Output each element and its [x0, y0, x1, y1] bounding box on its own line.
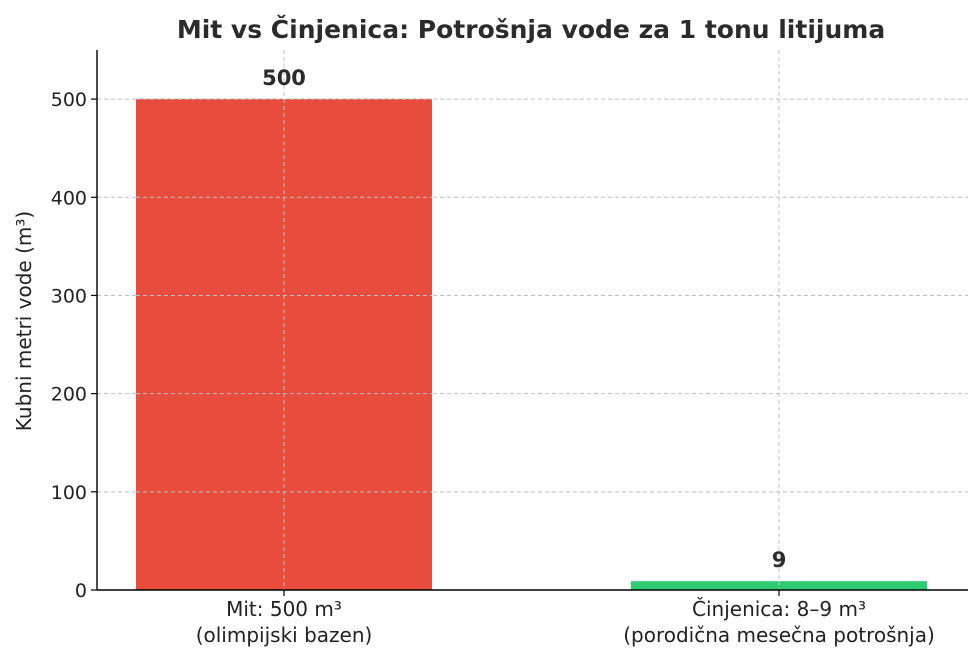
y-tick-label: 300 — [51, 285, 87, 307]
y-tick-label: 100 — [51, 482, 87, 504]
y-tick-label: 200 — [51, 384, 87, 406]
data-labels: 500 9 — [262, 66, 786, 572]
x-categories: Mit: 500 m³(olimpijski bazen) Činjenica: … — [196, 590, 935, 647]
x-category-label: (olimpijski bazen) — [196, 623, 373, 647]
y-tick-label: 0 — [75, 580, 87, 602]
bars-layer — [136, 98, 927, 590]
bar — [631, 581, 927, 590]
y-ticks: 0 100 200 300 400 500 — [51, 89, 97, 602]
y-tick-label: 500 — [51, 89, 87, 111]
x-category-label: Mit: 500 m³ — [226, 597, 342, 621]
axes-layer — [96, 50, 968, 591]
y-axis-label: Kubni metri vode (m³) — [12, 211, 36, 431]
y-tick-label: 400 — [51, 187, 87, 209]
data-label: 9 — [772, 548, 787, 572]
data-label: 500 — [262, 66, 306, 90]
chart-title: Mit vs Činjenica: Potrošnja vode za 1 to… — [177, 14, 885, 44]
x-category-label: (porodična mesečna potrošnja) — [623, 623, 935, 647]
x-category-label: Činjenica: 8–9 m³ — [692, 597, 866, 621]
